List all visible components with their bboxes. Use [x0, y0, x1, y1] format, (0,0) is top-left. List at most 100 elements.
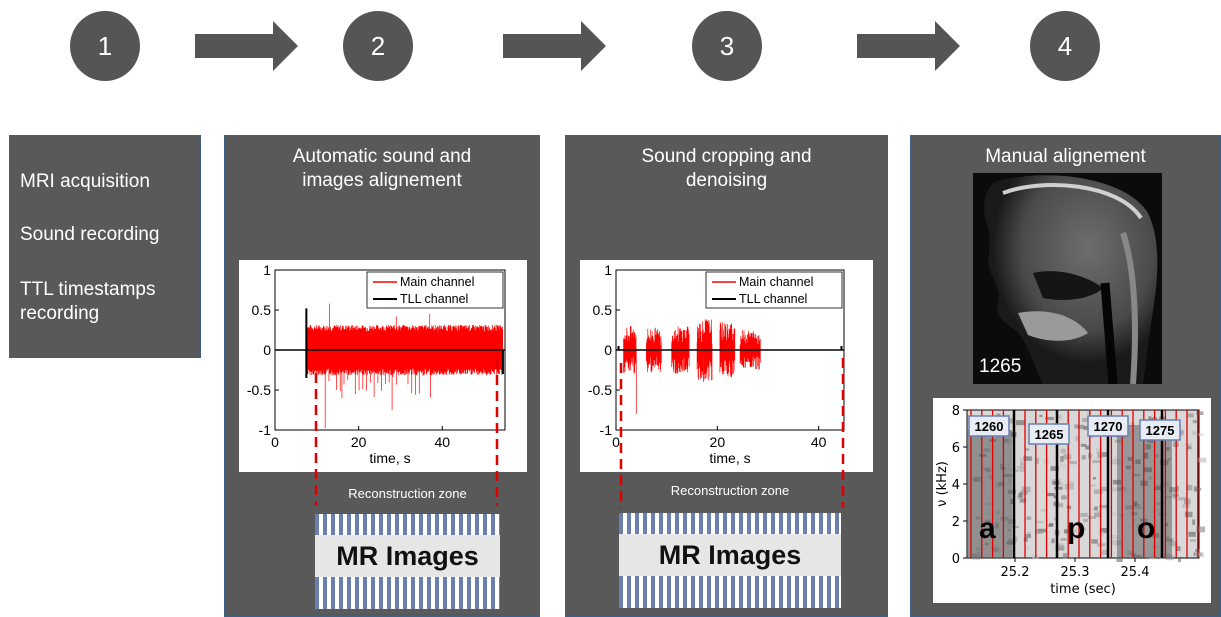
frame-label-box [1139, 419, 1181, 441]
spectrogram-texture [1182, 504, 1190, 508]
x-axis-label: time, s [709, 450, 750, 466]
y-tick-label: 0.5 [593, 302, 613, 318]
cropping-title-line1: Sound cropping and [641, 146, 812, 167]
x-tick-label: 0 [271, 434, 279, 450]
y-tick-label: 0 [604, 342, 612, 358]
spectrogram-texture [1057, 543, 1064, 548]
spectrogram-texture [1110, 487, 1117, 492]
spectrogram-texture [1051, 538, 1055, 544]
spectrogram-texture [1099, 531, 1104, 537]
y-tick-label: 2 [952, 515, 960, 530]
spectrogram-texture [1016, 420, 1025, 426]
spectrogram-texture [1062, 553, 1068, 559]
spectrogram-texture [1186, 413, 1194, 418]
frame-label: 1270 [1094, 419, 1123, 434]
mri-sagittal-picture [973, 173, 1162, 384]
spectrogram-texture [1148, 416, 1152, 422]
step-4-number: 4 [1057, 30, 1073, 61]
cropping-title-line2: denoising [685, 170, 768, 191]
spectrogram-texture [1092, 508, 1098, 511]
spectrogram-texture [1082, 418, 1088, 423]
spectrogram-texture [1083, 518, 1088, 523]
spectrogram-texture [1085, 445, 1090, 450]
spectrogram-texture [1040, 508, 1046, 512]
spectrogram-texture [1060, 455, 1064, 462]
legend-main-label: Main channel [400, 275, 474, 289]
x-tick-label: 0 [612, 434, 620, 450]
spectrogram-texture [1027, 531, 1031, 536]
spectrogram-texture [1060, 538, 1067, 541]
spectrogram-texture [1196, 411, 1204, 415]
spectrogram-texture [1045, 416, 1054, 421]
spectrogram-texture [1058, 463, 1067, 469]
spectrogram-texture [1111, 511, 1117, 516]
frame-label: 1260 [975, 419, 1004, 434]
spectrogram-texture [1050, 466, 1059, 471]
y-tick-label: -0.5 [588, 382, 612, 398]
spectrogram-texture [1177, 496, 1187, 501]
frame-label-box [1087, 415, 1129, 437]
spectrogram-texture [1169, 487, 1179, 493]
spectrogram-svg: 1260 1265 1270 1275 a p o 8 6 4 2 0 25.2 25.3 25.4 time… [935, 404, 1207, 597]
spectrogram-texture [1196, 526, 1206, 533]
spectrogram-texture [1091, 539, 1098, 544]
spectrogram-texture [1195, 552, 1204, 558]
spectrogram-texture [1116, 557, 1123, 562]
spectrogram-texture [1112, 479, 1122, 485]
x-tick-label: 25.3 [1061, 565, 1090, 580]
y-axis-label: ν (kHz) [935, 461, 950, 507]
frame-label-box [968, 415, 1010, 437]
spectrogram-texture [1192, 519, 1196, 525]
spectrogram-texture [1112, 458, 1121, 465]
spectrogram-texture [1097, 510, 1102, 516]
arrow-1-to-2-icon [195, 21, 298, 71]
spectrogram-texture [1114, 455, 1119, 460]
spectrogram-texture [996, 413, 1001, 417]
spectrogram-texture [1195, 433, 1204, 436]
mri-frame-number: 1265 [979, 356, 1022, 377]
frame-label-box [1028, 423, 1070, 445]
frame-label: 1265 [1035, 427, 1064, 442]
spectrogram-texture [1013, 536, 1018, 542]
y-tick-label: 0.5 [252, 302, 272, 318]
step-2-number: 2 [370, 30, 386, 61]
sound-recording-label: Sound recording [20, 224, 160, 245]
alignment-chart: 1 0.5 0 -0.5 -1 0 20 40 time, s Main channel TLL c… [239, 260, 527, 472]
spectrogram-texture [1092, 477, 1097, 480]
spectrogram-texture [1060, 448, 1066, 454]
y-tick-label: -0.5 [247, 382, 271, 398]
spectrogram-texture [1186, 445, 1192, 450]
spectrogram-texture [1023, 456, 1032, 461]
cropping-panel: Sound cropping and denoising 1 0.5 0 -0.5 -1… [565, 135, 888, 617]
spectrogram-texture [1186, 484, 1193, 491]
spectrogram-texture [1035, 520, 1044, 524]
phoneme-label: o [1137, 512, 1155, 545]
y-tick-label: 4 [952, 478, 960, 493]
spectrogram-texture [1054, 503, 1064, 508]
spectrogram-texture [1083, 425, 1089, 430]
spectrogram-texture [1095, 448, 1102, 454]
phoneme-label: p [1067, 512, 1085, 545]
x-axis-label: time (sec) [1050, 582, 1116, 597]
cropping-chart: 1 0.5 0 -0.5 -1 0 20 40 time, s Main channel TLL c… [580, 260, 873, 472]
spectrogram-texture [1061, 495, 1067, 500]
spectrogram-texture [1035, 458, 1039, 464]
step-1-circle: 1 [70, 11, 140, 81]
spectrogram-texture [1019, 467, 1025, 472]
step-3-number: 3 [719, 30, 735, 61]
spectrogram-texture [1198, 488, 1202, 491]
spectrogram-texture [1092, 460, 1102, 463]
arrow-2-to-3-icon [503, 21, 606, 71]
x-tick-label: 40 [434, 434, 450, 450]
spectrogram-texture [1101, 549, 1109, 555]
mr-images-box: MR Images [315, 535, 500, 577]
spectrogram-texture [1101, 452, 1109, 457]
spectrogram-texture [1097, 543, 1106, 547]
spectrogram-texture [1057, 414, 1062, 420]
y-tick-label: -1 [259, 422, 272, 438]
spectrogram-texture [1019, 462, 1024, 467]
phoneme-label: a [979, 512, 996, 545]
spectrogram-texture [1021, 486, 1031, 493]
spectrogram-texture [1018, 492, 1023, 498]
